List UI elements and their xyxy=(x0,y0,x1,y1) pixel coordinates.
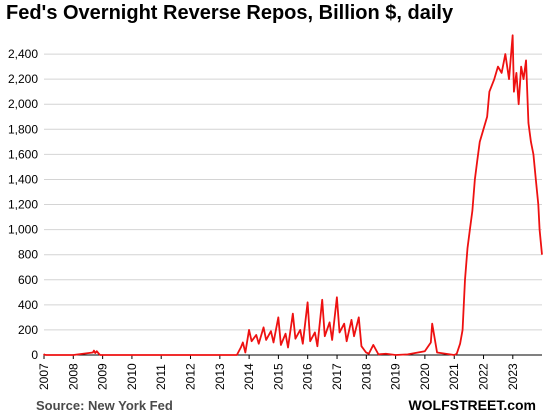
y-tick-label: 2,200 xyxy=(8,72,38,86)
x-tick-label: 2008 xyxy=(66,363,80,390)
y-tick-label: 2,400 xyxy=(8,47,38,61)
y-tick-label: 800 xyxy=(18,248,38,262)
y-tick-label: 600 xyxy=(18,273,38,287)
x-tick-label: 2019 xyxy=(389,363,403,390)
x-tick-label: 2022 xyxy=(477,363,491,390)
y-axis-ticks: 0 200 400 600 800 1,000 1,200 1,400 1,600 1,800 2,… xyxy=(8,47,38,362)
x-tick-label: 2015 xyxy=(271,363,285,390)
y-tick-label: 1,600 xyxy=(8,147,38,161)
y-tick-label: 1,000 xyxy=(8,223,38,237)
x-tick-label: 2011 xyxy=(154,364,168,390)
y-tick-label: 400 xyxy=(18,298,38,312)
y-tick-label: 1,400 xyxy=(8,172,38,186)
series-line-0 xyxy=(43,34,543,356)
x-tick-label: 2010 xyxy=(125,363,139,390)
x-tick-label: 2009 xyxy=(96,363,110,390)
brand-logo-text: WOLFSTREET.com xyxy=(408,397,536,413)
x-tick-label: 2012 xyxy=(183,363,197,390)
series-layer xyxy=(43,34,543,356)
chart-title: Fed's Overnight Reverse Repos, Billion $… xyxy=(6,2,454,24)
y-tick-label: 200 xyxy=(18,323,38,337)
x-tick-label: 2017 xyxy=(330,363,344,390)
x-tick-label: 2020 xyxy=(418,363,432,390)
gridlines xyxy=(44,53,542,356)
x-tick-label: 2014 xyxy=(242,363,256,390)
y-tick-label: 2,000 xyxy=(8,97,38,111)
x-tick-label: 2018 xyxy=(359,363,373,390)
x-tick-label: 2023 xyxy=(506,363,520,390)
x-tick-label: 2021 xyxy=(447,363,461,390)
x-tick-label: 2013 xyxy=(213,363,227,390)
y-tick-label: 1,800 xyxy=(8,122,38,136)
y-tick-label: 1,200 xyxy=(8,198,38,212)
x-tick-label: 2016 xyxy=(301,363,315,390)
x-tick-label: 2007 xyxy=(37,363,51,390)
x-axis-ticks: 2007 2008 2009 2010 2011 2012 2013 2014 2015 2016… xyxy=(37,355,520,390)
source-note: Source: New York Fed xyxy=(36,398,173,413)
y-tick-label: 0 xyxy=(31,348,38,362)
